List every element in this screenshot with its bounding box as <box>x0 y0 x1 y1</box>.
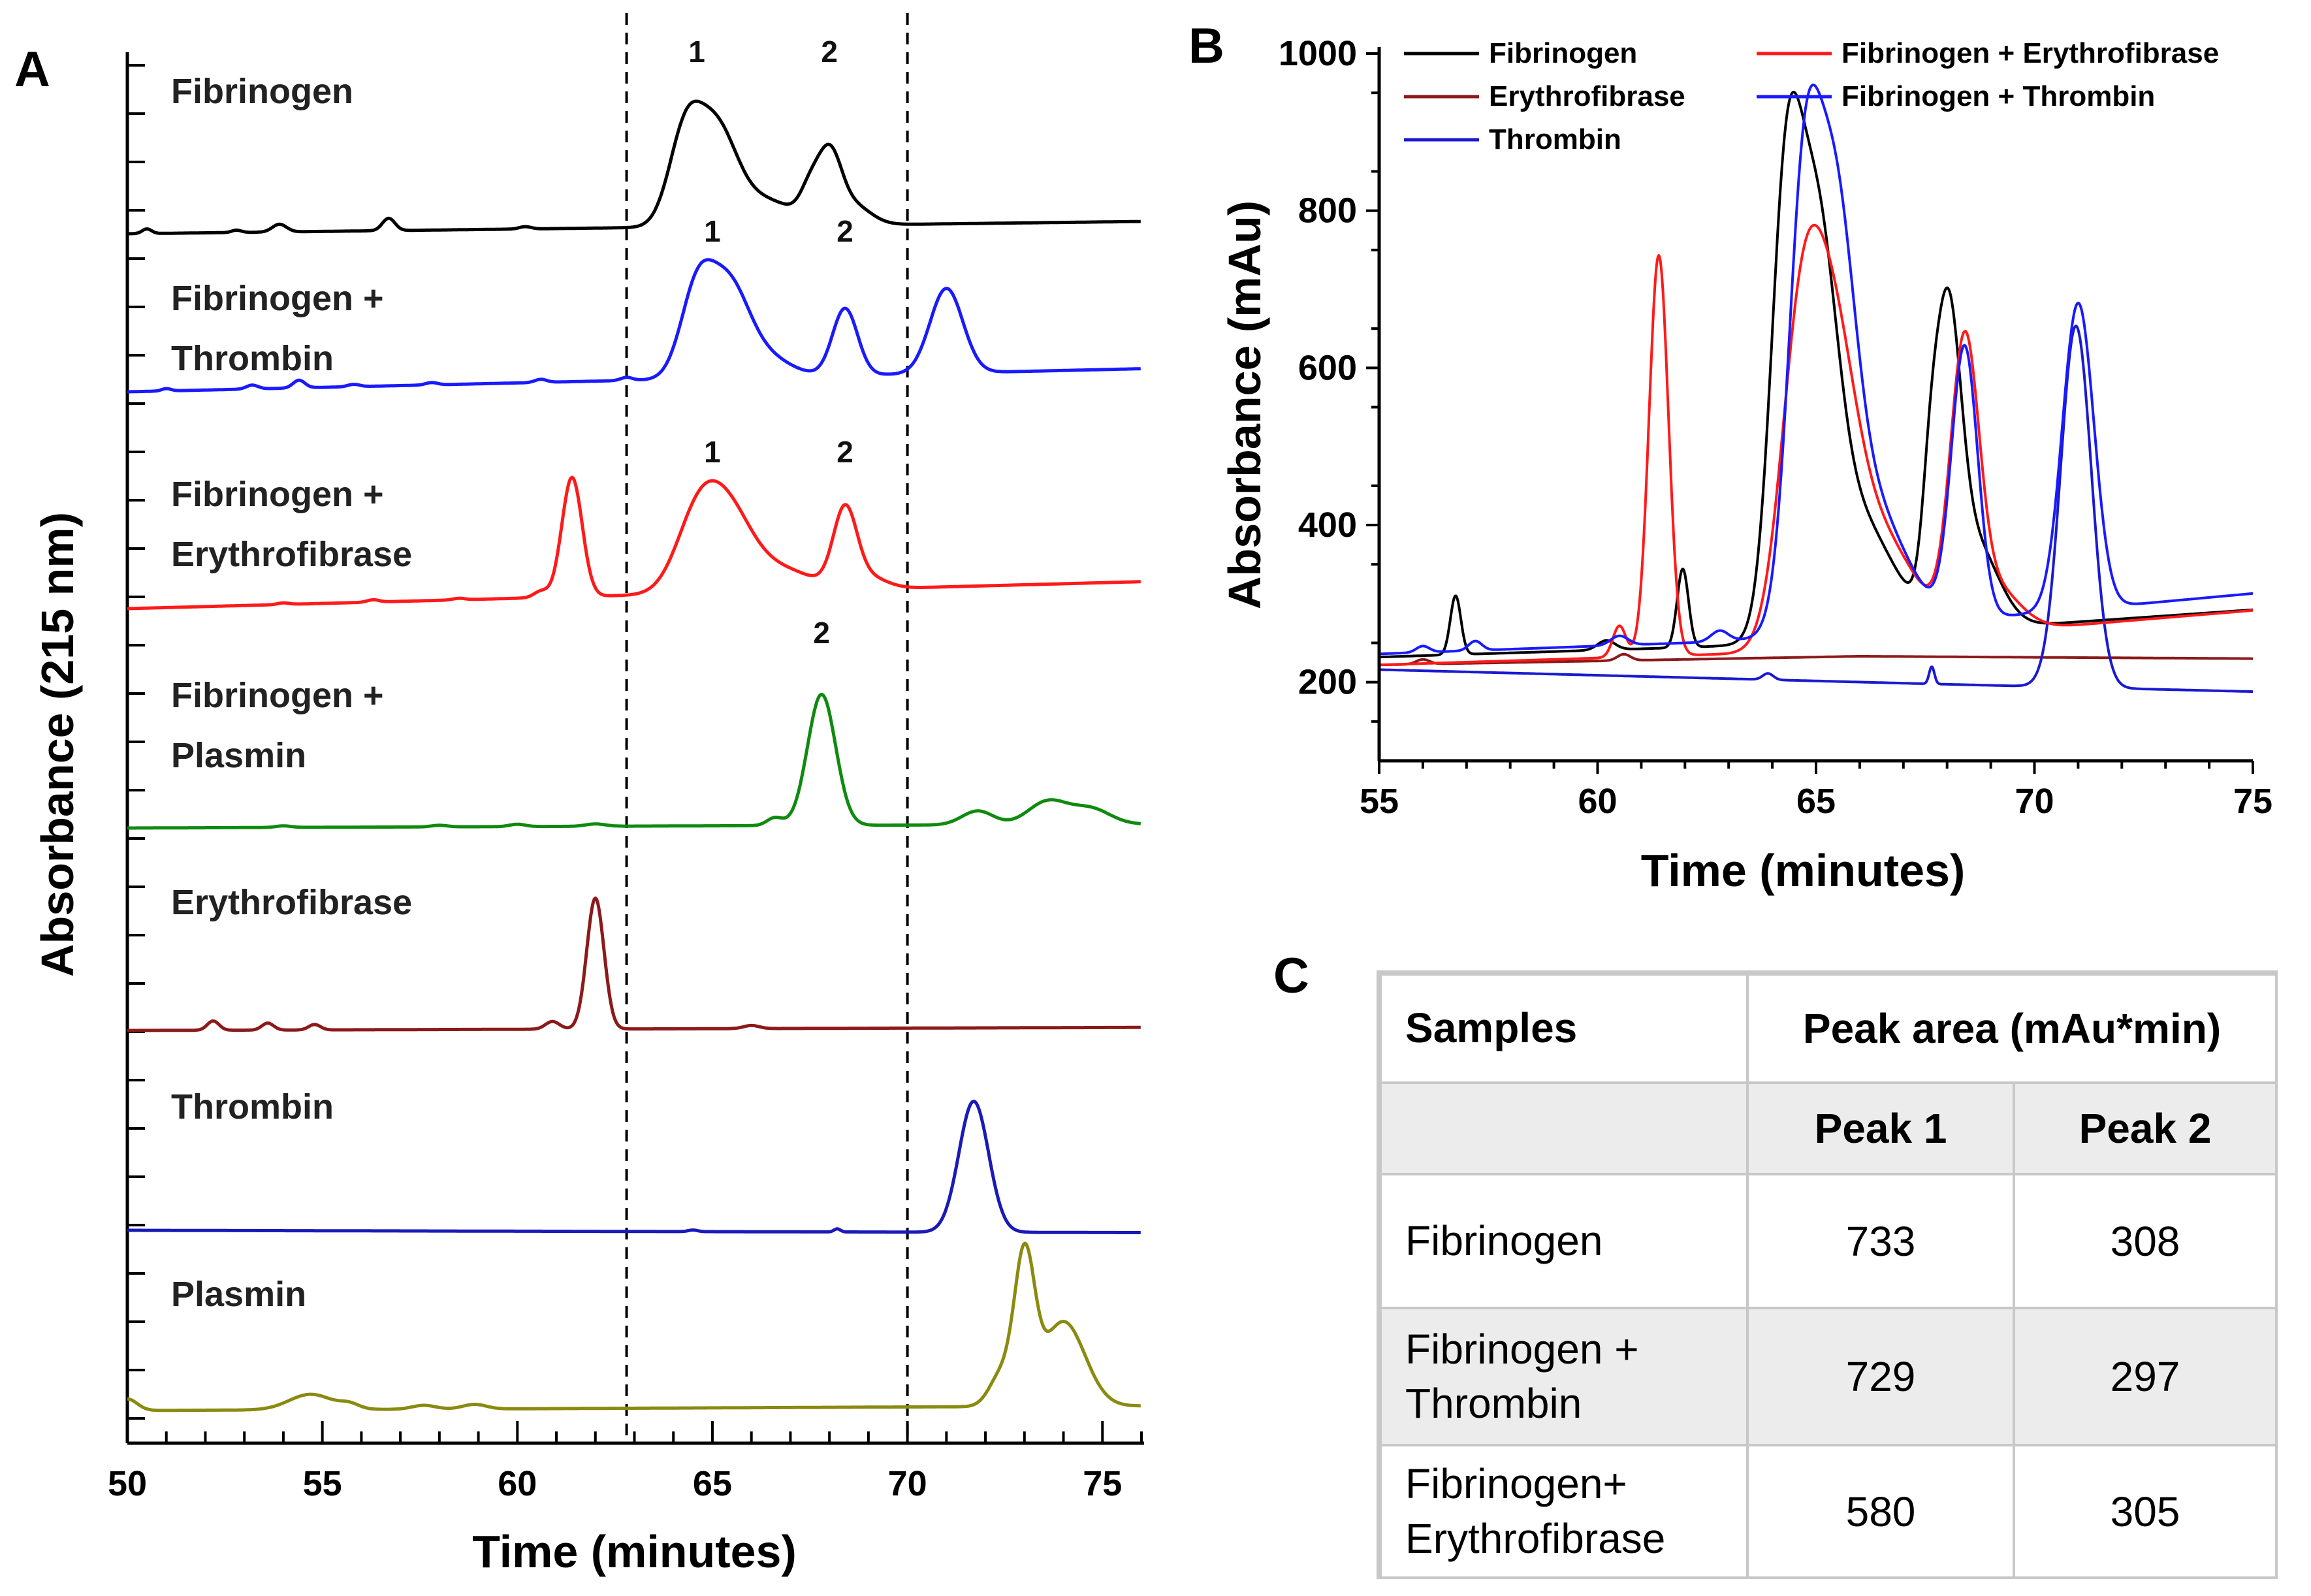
trace-b-thrombin <box>1379 325 2253 694</box>
table-cell-peak2: 297 <box>2013 1307 2278 1446</box>
trace-fibrinogen-plasmin <box>127 692 1141 830</box>
x-tick-label: 65 <box>693 1464 732 1503</box>
table-cell-sample: Fibrinogen+ Erythrofibrase <box>1379 1444 1749 1579</box>
panel-b-letter: B <box>1188 18 1224 74</box>
y-axis-title: Absorbance (mAu) <box>1219 200 1270 609</box>
panel-c-letter: C <box>1273 948 1309 1004</box>
table-header-peak-area: Peak area (mAu*min) <box>1746 973 2278 1084</box>
peak-number-label: 2 <box>813 616 830 650</box>
sample-line: Thrombin <box>1405 1380 1582 1427</box>
x-tick-label: 55 <box>1360 782 1399 821</box>
legend-entry: Fibrinogen + Thrombin <box>1841 80 2155 112</box>
trace-label: Plasmin <box>171 736 306 775</box>
trace-label: Fibrinogen + <box>171 475 384 514</box>
x-tick-label: 50 <box>108 1464 147 1503</box>
y-tick-label: 1000 <box>1279 34 1357 73</box>
legend-entry: Thrombin <box>1489 123 1621 155</box>
x-tick-label: 70 <box>2015 782 2054 821</box>
y-tick-label: 800 <box>1298 191 1357 231</box>
table-row: Fibrinogen 733 308 <box>1379 1173 2278 1309</box>
x-axis-title: Time (minutes) <box>1641 845 1966 896</box>
table-subheader-blank <box>1379 1081 1749 1175</box>
table-cell-peak1: 729 <box>1746 1307 2015 1446</box>
table-subheader-peak2: Peak 2 <box>2013 1081 2278 1175</box>
x-tick-label: 75 <box>1083 1464 1122 1503</box>
trace-label: Thrombin <box>171 339 334 378</box>
panel-a-letter: A <box>14 42 50 97</box>
trace-fibrinogen-erythrofibrase <box>127 475 1141 611</box>
trace-fibrinogen-thrombin <box>127 258 1141 394</box>
table-cell-sample: Fibrinogen <box>1379 1173 1749 1309</box>
legend-entry: Erythrofibrase <box>1489 80 1685 112</box>
trace-b-erythrofibrase <box>1379 652 2253 667</box>
x-tick-label: 65 <box>1796 782 1836 821</box>
sample-line: Fibrinogen+ <box>1405 1460 1627 1508</box>
sample-line: Fibrinogen <box>1405 1217 1603 1264</box>
legend-entry: Fibrinogen + Erythrofibrase <box>1841 37 2219 69</box>
table-row: Fibrinogen + Thrombin 729 297 <box>1379 1307 2278 1446</box>
trace-label: Thrombin <box>171 1087 334 1126</box>
x-tick-label: 70 <box>888 1464 927 1503</box>
sample-line: Fibrinogen + <box>1405 1325 1639 1373</box>
trace-erythrofibrase <box>127 896 1141 1032</box>
trace-label: Erythrofibrase <box>171 535 412 574</box>
peak-number-label: 2 <box>837 214 853 248</box>
trace-b-fibrinogen-erythrofibrase <box>1379 223 2253 667</box>
x-tick-label: 55 <box>303 1464 342 1503</box>
x-tick-label: 75 <box>2233 782 2272 821</box>
panel-a-chart: 50 55 60 65 70 75 Time (minutes) Absorbance (21… <box>32 13 1144 1577</box>
panel-b-chart: 200 400 600 800 1000 55 60 65 70 75 Time (minutes)… <box>1219 34 2272 896</box>
table-cell-peak1: 733 <box>1746 1173 2015 1309</box>
peak-number-label: 2 <box>821 35 838 69</box>
trace-label: Erythrofibrase <box>171 883 412 922</box>
peak-area-table: Samples Peak area (mAu*min) Peak 1 Peak … <box>1379 973 2278 1579</box>
y-tick-label: 400 <box>1298 505 1357 545</box>
peak-number-label: 1 <box>704 435 721 469</box>
table-cell-peak2: 308 <box>2013 1173 2278 1309</box>
trace-label: Fibrinogen <box>171 72 353 111</box>
legend-entry: Fibrinogen <box>1489 37 1637 69</box>
panel-c-table: Samples Peak area (mAu*min) Peak 1 Peak … <box>1377 970 2278 1579</box>
trace-b-fibrinogen <box>1379 91 2253 659</box>
trace-fibrinogen <box>127 99 1141 236</box>
peak-number-label: 1 <box>704 214 721 248</box>
table-cell-peak2: 305 <box>2013 1444 2278 1579</box>
trace-label: Fibrinogen + <box>171 279 384 318</box>
peak-number-label: 2 <box>837 435 853 469</box>
table-cell-peak1: 580 <box>1746 1444 2015 1579</box>
trace-label: Plasmin <box>171 1275 306 1314</box>
x-axis-title: Time (minutes) <box>472 1526 797 1577</box>
y-tick-label: 200 <box>1298 663 1357 702</box>
y-axis-title: Absorbance (215 nm) <box>32 512 83 977</box>
peak-number-label: 1 <box>688 35 705 69</box>
table-header-samples: Samples <box>1379 973 1749 1084</box>
x-tick-label: 60 <box>1578 782 1617 821</box>
trace-thrombin <box>127 1099 1141 1234</box>
y-tick-label: 600 <box>1298 348 1357 387</box>
x-tick-label: 60 <box>498 1464 537 1503</box>
table-subheader-peak1: Peak 1 <box>1746 1081 2015 1175</box>
trace-plasmin <box>127 1241 1141 1412</box>
trace-label: Fibrinogen + <box>171 676 384 715</box>
sample-line: Erythrofibrase <box>1405 1514 1666 1562</box>
table-row: Fibrinogen+ Erythrofibrase 580 305 <box>1379 1444 2278 1579</box>
table-cell-sample: Fibrinogen + Thrombin <box>1379 1307 1749 1446</box>
trace-b-fibrinogen-thrombin <box>1379 83 2253 656</box>
